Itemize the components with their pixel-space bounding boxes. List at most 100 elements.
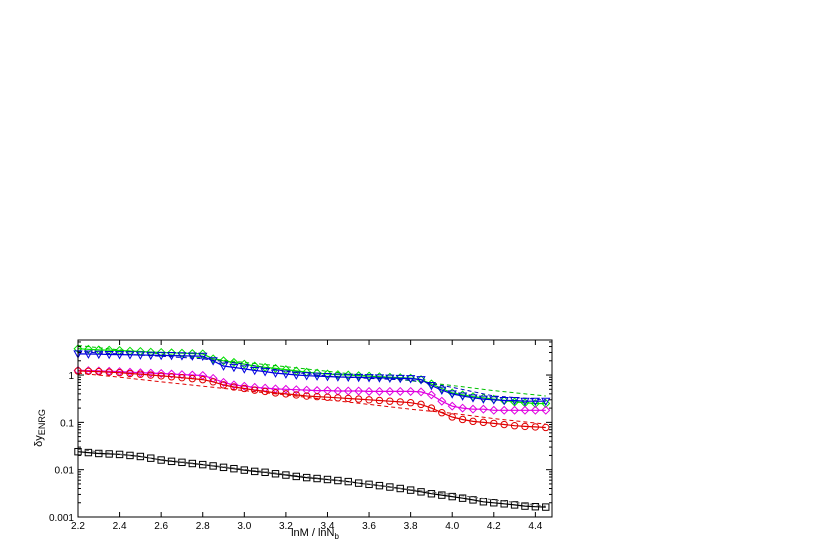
- data-point: [478, 395, 489, 404]
- data-point: [271, 389, 280, 397]
- data-point: [105, 450, 113, 458]
- data-point: [323, 393, 332, 401]
- data-point: [322, 369, 332, 379]
- series-line: [77, 353, 546, 402]
- data-point: [510, 501, 519, 509]
- data-point: [530, 397, 541, 407]
- data-point: [490, 419, 498, 428]
- x-tick-label: 3.2: [279, 521, 293, 532]
- data-point: [156, 368, 166, 378]
- data-point: [209, 462, 217, 470]
- data-point: [94, 350, 104, 360]
- data-point: [333, 370, 343, 380]
- data-point: [541, 405, 551, 415]
- data-point: [167, 373, 176, 381]
- data-point: [199, 375, 207, 384]
- data-point: [95, 367, 103, 376]
- data-point: [115, 369, 124, 377]
- data-point: [302, 385, 312, 395]
- data-point: [395, 386, 405, 396]
- data-point: [448, 492, 456, 501]
- data-point: [438, 491, 446, 499]
- x-tick-label: 4.2: [487, 521, 501, 532]
- data-point: [125, 351, 135, 360]
- data-point: [374, 372, 384, 382]
- data-point: [426, 382, 437, 391]
- data-point: [417, 488, 425, 496]
- data-point: [447, 401, 457, 411]
- data-point: [354, 479, 363, 487]
- data-point: [500, 500, 508, 508]
- data-point: [135, 368, 145, 378]
- data-point: [458, 390, 468, 400]
- data-point: [167, 457, 176, 466]
- data-point: [416, 376, 426, 385]
- data-point: [209, 378, 217, 386]
- data-point: [157, 372, 165, 380]
- data-point: [313, 392, 321, 401]
- axes: 2.2 2.4 2.6 2.8 3.0 3.2 3.4 3.6 3.8 4.0 4.2 4.4 0.00…: [49, 340, 552, 532]
- data-point: [396, 398, 404, 406]
- data-point: [406, 399, 415, 407]
- data-point: [292, 391, 300, 399]
- data-point: [187, 352, 197, 361]
- x-tick-label: 2.6: [154, 521, 168, 532]
- data-point: [230, 383, 238, 391]
- data-point: [510, 405, 520, 415]
- data-point: [250, 382, 260, 392]
- data-point: [302, 372, 312, 381]
- data-point: [198, 352, 208, 362]
- x-tick-label: 4.0: [445, 521, 459, 532]
- data-point: [84, 448, 93, 457]
- data-point: [270, 363, 281, 373]
- data-point: [105, 368, 113, 376]
- data-point: [281, 370, 291, 379]
- data-point: [251, 467, 259, 476]
- x-tick-label: 3.8: [404, 521, 418, 532]
- data-point: [251, 386, 259, 394]
- data-point: [375, 481, 384, 490]
- data-point: [83, 350, 94, 359]
- data-point: [520, 405, 530, 415]
- y-tick-label: 1: [68, 371, 74, 382]
- data-point: [147, 371, 155, 379]
- data-point: [219, 377, 229, 387]
- data-point: [167, 369, 177, 379]
- data-point: [542, 503, 550, 511]
- data-point: [385, 374, 395, 383]
- data-point: [312, 372, 322, 381]
- data-point: [458, 403, 468, 413]
- data-point: [499, 405, 509, 415]
- x-tick-label: 3.4: [321, 521, 335, 532]
- series-line: [77, 370, 546, 429]
- data-point: [177, 348, 187, 358]
- x-tick-label: 2.4: [113, 521, 127, 532]
- data-point: [292, 472, 300, 481]
- data-point: [468, 392, 478, 402]
- data-point: [146, 368, 156, 378]
- data-point: [521, 422, 529, 431]
- data-point: [281, 384, 291, 394]
- data-point: [334, 476, 342, 485]
- series-5: [74, 367, 550, 432]
- data-point: [312, 368, 322, 378]
- x-axis-label: lnM / lnNb: [291, 527, 339, 541]
- data-point: [208, 357, 218, 366]
- x-tick-label: 3.0: [237, 521, 251, 532]
- data-point: [426, 390, 436, 400]
- data-point: [416, 387, 426, 397]
- data-point: [282, 390, 290, 398]
- data-point: [218, 362, 229, 371]
- data-point: [417, 400, 425, 409]
- data-point: [458, 494, 467, 502]
- data-point: [374, 386, 384, 396]
- data-point: [271, 470, 280, 478]
- data-point: [530, 399, 540, 409]
- x-axis-label-subscript: b: [334, 532, 339, 541]
- data-point: [250, 366, 260, 376]
- data-point: [166, 352, 177, 361]
- data-point: [500, 420, 508, 429]
- plot-series: [73, 344, 551, 511]
- data-point: [354, 386, 364, 396]
- data-point: [156, 347, 166, 357]
